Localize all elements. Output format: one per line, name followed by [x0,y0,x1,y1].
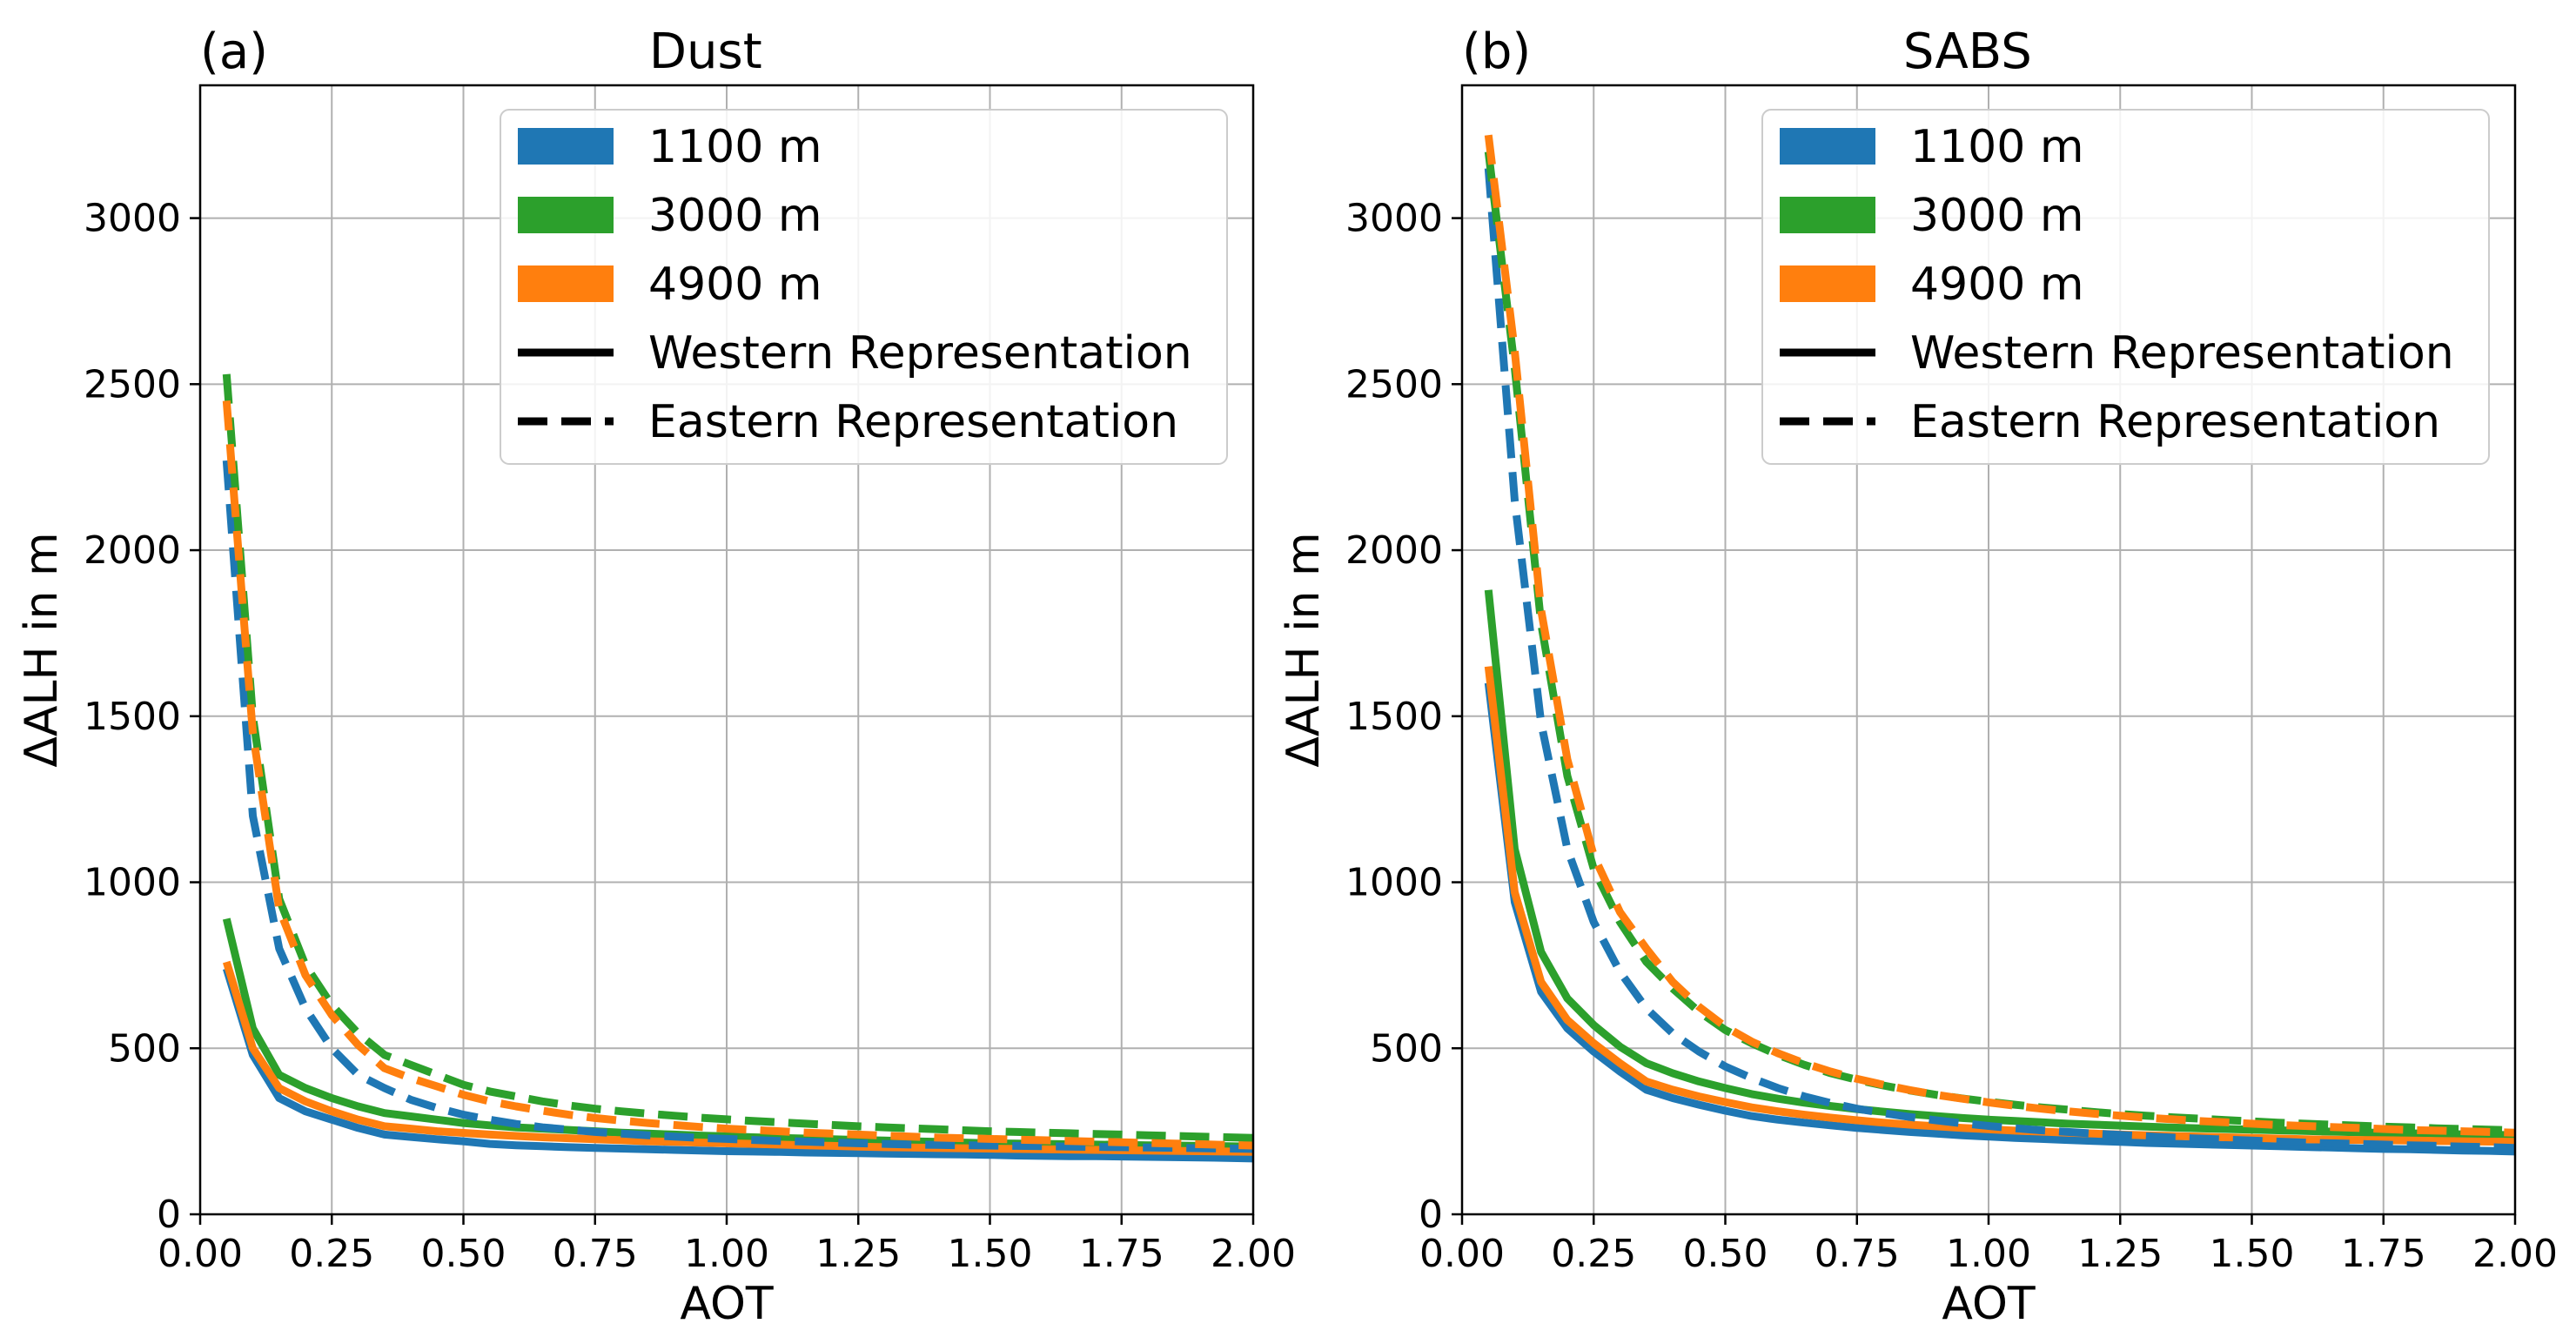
panel-b-x-axis-label: AOT [1942,1278,2036,1330]
panel-b-series-line-5 [1484,134,2516,1137]
panel-b-title: SABS [1903,24,2032,80]
panel-a-y-axis-label: ΔALH in m [16,532,68,767]
panel-b-y-tick-label-5: 2500 [1345,362,1443,407]
panel-a-series-line-3 [222,460,1254,1153]
panel-b-x-tick-label-2: 0.50 [1683,1232,1768,1276]
panel-a-series-line-0 [222,967,1254,1163]
panel-b-series-line-1 [1484,589,2516,1139]
panel-b-series-line-0 [1484,682,2516,1156]
panel-a-y-tick-label-3: 1500 [84,695,181,739]
panel-a-x-tick-label-1: 0.25 [289,1232,374,1276]
panel-a-y-tick-label-4: 2000 [84,528,181,573]
panel-a-legend-box [500,109,1228,465]
panel-a: 0.00 0.25 0.50 0.75 1.00 1.25 1.50 1.75 2.00 0 500… [16,24,1296,1330]
panel-a-x-tick-label-3: 0.75 [553,1232,638,1276]
panel-a-label: (a) [200,24,268,80]
panel-b-y-tick-label-6: 3000 [1345,197,1443,241]
panel-a-legend-label-0: 1100 m [648,121,822,173]
panel-b-legend: 1100 m 3000 m 4900 m Western Representation… [1761,109,2490,465]
panel-a-y-tick-label-2: 1000 [84,861,181,905]
panel-a-legend-swatch-2 [518,265,614,302]
panel-a-x-tick-label-4: 1.00 [684,1232,769,1276]
panel-b-y-tick-label-0: 0 [1419,1193,1443,1237]
panel-b-y-tick-label-4: 2000 [1345,528,1443,573]
panel-b-legend-label-0: 1100 m [1910,121,2084,173]
panel-a-legend-label-4: Eastern Representation [648,396,1178,448]
panel-b-x-tick-label-5: 1.25 [2077,1232,2163,1276]
panel-b-x-tick-label-6: 1.50 [2210,1232,2295,1276]
panel-a-series [222,373,1254,1163]
panel-b-y-tick-label-2: 1000 [1345,861,1443,905]
panel-b-y-tick-label-3: 1500 [1345,695,1443,739]
panel-a-legend-label-2: 4900 m [648,259,822,311]
panel-a-y-tick-label-5: 2500 [84,362,181,407]
panel-a-series-line-5 [222,400,1254,1150]
panel-b-legend-box [1761,109,2490,465]
panel-a-y-tick-label-1: 500 [108,1026,181,1071]
panel-b-legend-swatch-1 [1780,197,1875,233]
panel-a-legend-swatch-0 [518,128,614,165]
panel-a-legend-swatch-1 [518,197,614,233]
panel-a-x-tick-label-6: 1.50 [948,1232,1033,1276]
panel-b-y-tick-label-1: 500 [1370,1026,1443,1071]
panel-a-legend-label-1: 3000 m [648,190,822,242]
panel-b-legend-label-2: 4900 m [1910,259,2084,311]
panel-b-series-line-3 [1484,168,2516,1152]
panel-a-x-tick-label-8: 2.00 [1211,1232,1296,1276]
panel-b-legend-label-3: Western Representation [1910,327,2454,380]
panel-a-title: Dust [649,24,762,80]
panel-a-y-tick-label-0: 0 [157,1193,181,1237]
panel-b-legend-swatch-0 [1780,128,1875,165]
panel-b: 0.00 0.25 0.50 0.75 1.00 1.25 1.50 1.75 2.00 0 500… [1278,24,2558,1330]
panel-b-series [1484,134,2516,1156]
panel-b-x-tick-label-8: 2.00 [2472,1232,2558,1276]
panel-b-legend-label-4: Eastern Representation [1910,396,2440,448]
panel-a-legend-label-3: Western Representation [648,327,1192,380]
panel-b-x-tick-label-1: 0.25 [1551,1232,1636,1276]
panel-b-x-tick-label-0: 0.00 [1419,1232,1505,1276]
panel-b-x-tick-label-4: 1.00 [1946,1232,2031,1276]
panel-a-x-tick-label-7: 1.75 [1079,1232,1164,1276]
panel-b-legend-label-1: 3000 m [1910,190,2084,242]
panel-b-label: (b) [1462,24,1531,80]
panel-b-ticks: 0.00 0.25 0.50 0.75 1.00 1.25 1.50 1.75 2.00 0 500… [1345,197,2558,1276]
panel-a-y-tick-label-6: 3000 [84,197,181,241]
panel-a-x-axis-label: AOT [680,1278,774,1330]
panel-b-x-tick-label-7: 1.75 [2341,1232,2426,1276]
panel-b-y-axis-label: ΔALH in m [1278,532,1330,767]
panel-b-legend-swatch-2 [1780,265,1875,302]
panel-a-ticks: 0.00 0.25 0.50 0.75 1.00 1.25 1.50 1.75 2.00 0 500… [84,197,1296,1276]
panel-a-x-tick-label-5: 1.25 [815,1232,901,1276]
panel-a-legend: 1100 m 3000 m 4900 m Western Representation… [500,109,1228,465]
panel-a-x-tick-label-2: 0.50 [421,1232,506,1276]
panel-a-x-tick-label-0: 0.00 [158,1232,243,1276]
panel-b-x-tick-label-3: 0.75 [1815,1232,1900,1276]
